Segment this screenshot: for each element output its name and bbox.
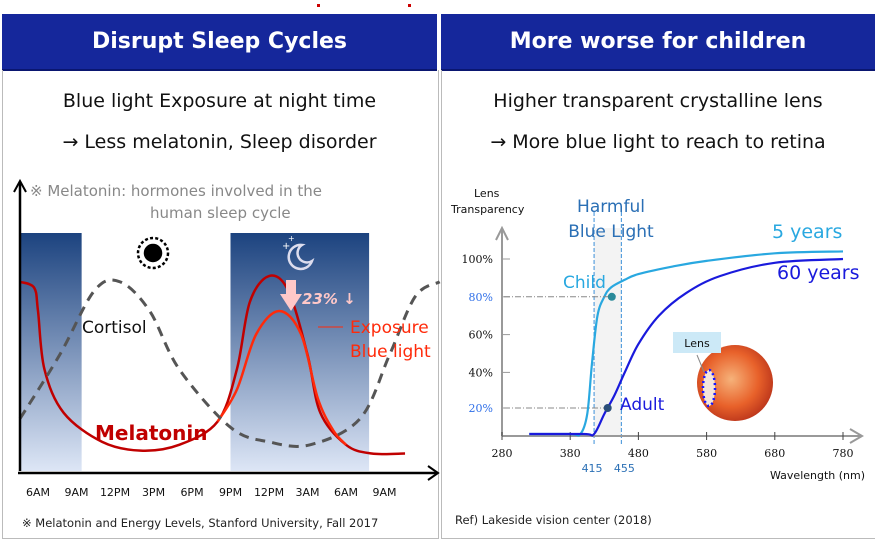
y-tick-label: 80%	[469, 291, 493, 304]
right-subtitle-1: Higher transparent crystalline lens	[493, 90, 823, 112]
series-60-years	[529, 257, 844, 437]
svg-text:+: +	[288, 234, 295, 243]
decoration-mark	[317, 4, 320, 7]
reduction-label: 23% ↓	[302, 290, 356, 308]
melatonin-label: Melatonin	[95, 421, 207, 445]
band-title: Harmful	[577, 197, 645, 217]
band-title-2: Blue Light	[568, 222, 654, 242]
exposure-label: Exposure	[350, 318, 429, 338]
marker-label: Adult	[620, 395, 665, 415]
moon-icon: ++	[282, 234, 315, 271]
series-melatonin	[19, 274, 406, 456]
harmful-band	[594, 228, 622, 436]
x-tick-label: 3PM	[142, 486, 165, 499]
left-header: Disrupt Sleep Cycles	[2, 14, 437, 71]
svg-text:+: +	[282, 241, 290, 252]
y-tick-label: 100%	[462, 253, 493, 266]
night-band	[20, 233, 82, 471]
y-tick-label: 60%	[469, 329, 493, 342]
left-panel	[2, 70, 439, 539]
x-tick-label: 9AM	[372, 486, 396, 499]
lens-label: Lens	[684, 337, 710, 350]
y-axis-label: Lens	[474, 187, 500, 200]
series-exposure-blue-light	[216, 309, 347, 446]
x-tick-label: 780	[833, 447, 854, 460]
decoration-mark	[408, 4, 411, 7]
x-tick-label: 9AM	[64, 486, 88, 499]
left-reference: ※ Melatonin and Energy Levels, Stanford …	[22, 516, 378, 530]
right-subtitle-2: → More blue light to reach to retina	[490, 131, 826, 153]
x-tick-label: 9PM	[219, 486, 242, 499]
left-subtitle-1: Blue light Exposure at night time	[62, 90, 377, 112]
right-header: More worse for children	[441, 14, 875, 71]
x-tick-label: 6AM	[334, 486, 358, 499]
x-tick-label: 6AM	[26, 486, 50, 499]
x-tick-label: 680	[764, 447, 785, 460]
y-axis-label-2: Transparency	[450, 203, 525, 216]
note-line-1: ※ Melatonin: hormones involved in the	[30, 182, 322, 200]
band-edge-label: 415	[582, 462, 603, 475]
right-panel	[441, 70, 875, 539]
band-edge-label: 455	[614, 462, 635, 475]
left-subtitle-2: → Less melatonin, Sleep disorder	[62, 131, 377, 153]
x-tick-label: 12PM	[254, 486, 284, 499]
series-label: 60 years	[777, 262, 860, 284]
x-tick-label: 380	[560, 447, 581, 460]
x-tick-label: 3AM	[295, 486, 319, 499]
y-tick-label: 40%	[469, 366, 493, 379]
sun-icon	[136, 236, 170, 270]
x-tick-label: 580	[696, 447, 717, 460]
exposure-label-2: Blue light	[350, 342, 431, 362]
marker-dot	[603, 404, 612, 412]
series-cortisol	[18, 278, 441, 448]
cortisol-label: Cortisol	[82, 318, 147, 338]
x-tick-label: 480	[628, 447, 649, 460]
x-tick-label: 12PM	[100, 486, 130, 499]
x-tick-label: 6PM	[180, 486, 203, 499]
marker-label: Child	[563, 273, 606, 293]
y-tick-label: 20%	[469, 402, 493, 415]
series-5-years	[529, 250, 844, 437]
marker-dot	[607, 292, 616, 301]
x-axis-label: Wavelength (nm)	[770, 469, 865, 482]
down-arrow-icon	[280, 280, 302, 311]
note-line-2: human sleep cycle	[150, 204, 291, 222]
eye-illustration: Lens	[673, 332, 773, 421]
series-label: 5 years	[772, 221, 842, 243]
right-reference: Ref) Lakeside vision center (2018)	[455, 513, 652, 527]
x-tick-label: 280	[492, 447, 513, 460]
